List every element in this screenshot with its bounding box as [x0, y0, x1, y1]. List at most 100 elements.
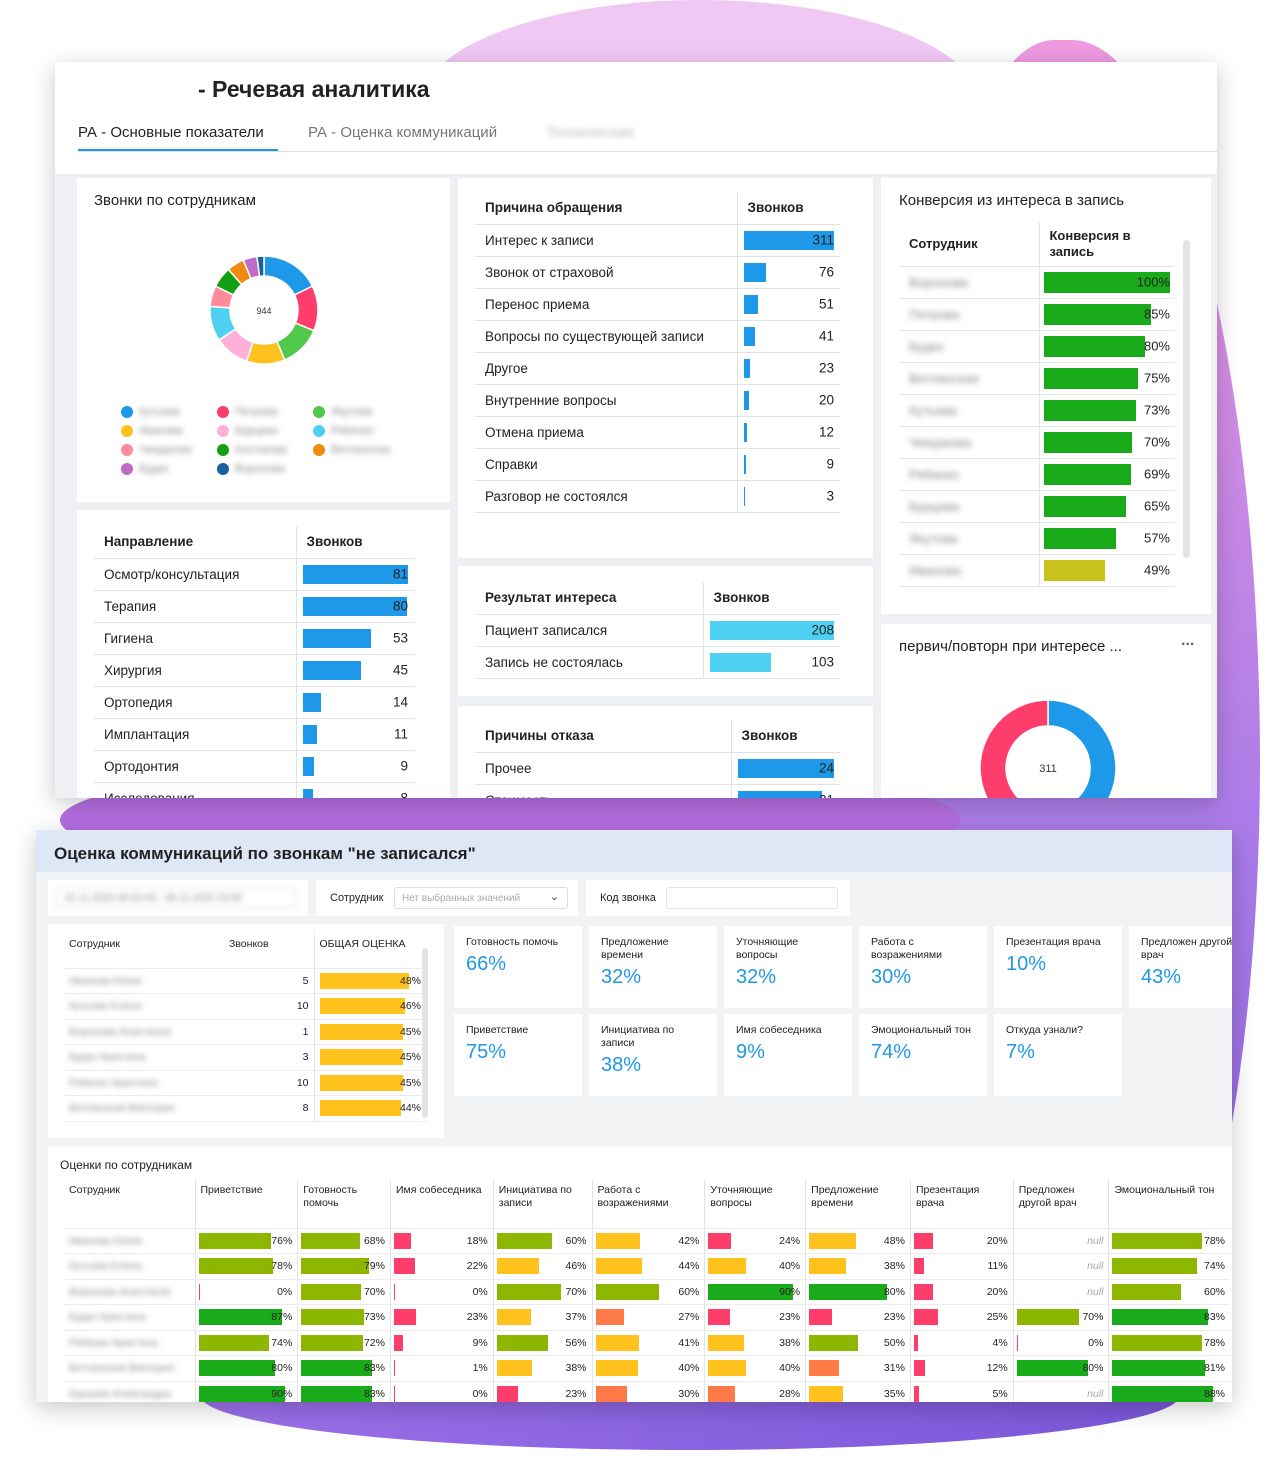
table-row[interactable]: Якутова 57%	[899, 522, 1174, 555]
table-row[interactable]: Вопросы по существующей записи 41	[475, 320, 840, 353]
kpi-card[interactable]: Готовность помочь 66%	[454, 926, 582, 1008]
table-row[interactable]: Рябинко 69%	[899, 458, 1174, 491]
kpi-card[interactable]: Приветствие 75%	[454, 1014, 582, 1096]
table-row[interactable]: Исследования 8	[94, 782, 414, 798]
table-row[interactable]: Кутьева 73%	[899, 394, 1174, 427]
employee-select[interactable]: Нет выбранных значений ⌄	[394, 887, 568, 909]
score-bar	[301, 1283, 362, 1300]
table-row[interactable]: Рябинко Кристина 74% 72% 9% 56% 41% 38% 50% 4% 0%…	[64, 1330, 1230, 1356]
table-row[interactable]: Интерес к записи 311	[475, 224, 840, 257]
table-row[interactable]: Кутьева Елена 78% 79% 22% 46% 44% 40% 38% 11% nul…	[64, 1253, 1230, 1280]
header-value: Звонков	[702, 582, 840, 615]
tab-communication-score[interactable]: РА - Оценка коммуникаций	[308, 124, 498, 141]
call-code-input[interactable]	[666, 887, 838, 909]
table-row[interactable]: Воронова 100%	[899, 266, 1174, 299]
legend-item[interactable]: Чекуркова	[121, 444, 192, 456]
kpi-card[interactable]: Работа с возражениями 30%	[859, 926, 987, 1008]
conversion-bar	[1043, 431, 1133, 453]
table-row[interactable]: Прочее 24	[475, 752, 840, 785]
legend-item[interactable]: Иванова	[121, 425, 183, 437]
table-row[interactable]: Терапия 80	[94, 590, 414, 623]
summary-scrollbar[interactable]	[422, 948, 428, 1118]
tab-main-indicators[interactable]: РА - Основные показатели	[78, 124, 278, 151]
kpi-card[interactable]: Презентация врача 10%	[994, 926, 1122, 1008]
donut-slice[interactable]	[256, 255, 265, 278]
score-bar	[301, 1258, 369, 1275]
table-row[interactable]: Рябинко Кристина 10 45%	[64, 1070, 428, 1096]
table-row[interactable]: Справки 9	[475, 448, 840, 481]
table-row[interactable]: Чекуркова 70%	[899, 426, 1174, 459]
table-row[interactable]: Будко 80%	[899, 330, 1174, 363]
tab-technical[interactable]: Техническая	[546, 124, 634, 141]
table-row[interactable]: Запись не состоялась 103	[475, 646, 840, 679]
legend-item[interactable]: Петрова	[217, 406, 278, 418]
legend-label: Чекуркова	[139, 444, 192, 456]
date-range-input[interactable]: 01.11.2020 00:00:00 - 08.11.2020 23:59	[56, 888, 296, 908]
score-bar	[708, 1385, 735, 1402]
legend-item[interactable]: Рябинко	[313, 425, 374, 437]
table-row[interactable]: Будко Кристина 87% 73% 23% 37% 27% 23% 23% 25% 70…	[64, 1304, 1230, 1331]
table-row[interactable]: Отмена приема 12	[475, 416, 840, 449]
table-row[interactable]: Ортопедия 14	[94, 686, 414, 719]
legend-item[interactable]: Бурцева	[217, 425, 278, 437]
donut-slice[interactable]	[979, 699, 1057, 798]
kpi-card[interactable]: Предложение времени 32%	[589, 926, 717, 1008]
table-row[interactable]: Кутьева Елена 10 46%	[64, 993, 428, 1020]
table-row[interactable]: Разговор не состоялся 3	[475, 480, 840, 513]
table-row[interactable]: Пациент записался 208	[475, 614, 840, 647]
table-row[interactable]: Другое 23	[475, 352, 840, 385]
score-value: 70%	[1082, 1311, 1104, 1324]
table-row[interactable]: Иванова Юлия 5 48%	[64, 968, 428, 994]
kpi-card[interactable]: Откуда узнали? 7%	[994, 1014, 1122, 1096]
employee-name: Будко	[899, 330, 1039, 363]
table-row[interactable]: Иванова Юлия 76% 68% 18% 60% 42% 24% 48% 20% null…	[64, 1228, 1230, 1254]
kpi-card[interactable]: Инициатива по записи 38%	[589, 1014, 717, 1096]
table-row[interactable]: Стоимость 21	[475, 784, 840, 798]
table-row[interactable]: Звонок от страховой 76	[475, 256, 840, 289]
kpi-value: 32%	[601, 966, 642, 988]
score-value: 87%	[271, 1311, 293, 1324]
kpi-card[interactable]: Имя собеседника 9%	[724, 1014, 852, 1096]
score-bar	[301, 1309, 364, 1326]
kpi-card[interactable]: Эмоциональный тон 74%	[859, 1014, 987, 1096]
legend-item[interactable]: Кутьева	[121, 406, 180, 418]
table-row[interactable]: Воронова Анастасия 1 45%	[64, 1019, 428, 1045]
more-menu-icon[interactable]: ...	[1181, 632, 1195, 649]
legend-item[interactable]: Якутова	[313, 406, 372, 418]
table-row[interactable]: Осмотр/консультация 81	[94, 558, 414, 591]
legend-item[interactable]: Костикова	[217, 444, 287, 456]
conversion-scrollbar[interactable]	[1183, 240, 1190, 558]
table-row[interactable]: Ветлинская 75%	[899, 362, 1174, 395]
header-cell: Предложение времени	[805, 1180, 911, 1229]
table-row[interactable]: Ортодонтия 9	[94, 750, 414, 783]
table-row[interactable]: Бурцева 65%	[899, 490, 1174, 523]
table-row[interactable]: Гигиена 53	[94, 622, 414, 655]
legend-item[interactable]: Будко	[121, 463, 169, 475]
table-row[interactable]: Петрова 85%	[899, 298, 1174, 331]
table-row[interactable]: Ветлинская Виктория 80% 83% 1% 38% 40% 40% 31% 1…	[64, 1355, 1230, 1382]
table-row[interactable]: Имплантация 11	[94, 718, 414, 751]
legend-item[interactable]: Воронова	[217, 463, 285, 475]
kpi-card[interactable]: Предложен другой врач 43%	[1129, 926, 1232, 1008]
row-value: 20	[818, 392, 834, 408]
table-row[interactable]: Воронова Анастасия 0% 70% 0% 70% 60% 90% 80% 20%…	[64, 1279, 1230, 1305]
row-value: 51	[818, 296, 834, 312]
section-title: Оценка коммуникаций по звонкам "не запис…	[54, 844, 476, 863]
table-row[interactable]: Внутренние вопросы 20	[475, 384, 840, 417]
kpi-card[interactable]: Уточняющие вопросы 32%	[724, 926, 852, 1008]
table-row[interactable]: Перенос приема 51	[475, 288, 840, 321]
kpi-label: Предложен другой врач	[1141, 936, 1232, 961]
table-row[interactable]: Иванова 49%	[899, 554, 1174, 587]
donut-slice[interactable]	[1047, 699, 1117, 798]
score-value: 56%	[565, 1336, 587, 1349]
legend-dot-icon	[313, 406, 325, 418]
row-label: Внутренние вопросы	[475, 384, 737, 417]
table-row[interactable]: Бурцева Александра 90% 83% 0% 23% 30% 28% 35% 5%…	[64, 1381, 1230, 1402]
table-row[interactable]: Хирургия 45	[94, 654, 414, 687]
table-row[interactable]: Будко Кристина 3 45%	[64, 1044, 428, 1071]
donut-center-label: 944	[256, 306, 271, 316]
table-row[interactable]: Ветлинская Виктория 8 44%	[64, 1095, 428, 1122]
header-label: Причина обращения	[475, 192, 737, 225]
legend-item[interactable]: Ветлинская	[313, 444, 390, 456]
page-title: - Речевая аналитика	[198, 76, 430, 102]
